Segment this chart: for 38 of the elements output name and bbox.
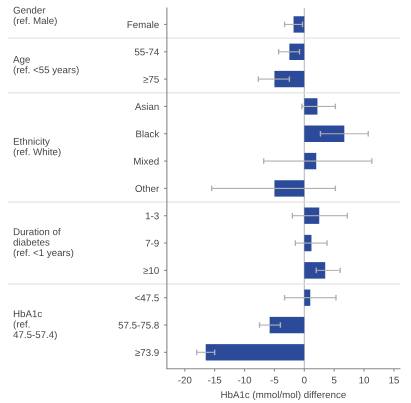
x-tick-label: 0 <box>302 376 307 384</box>
text: Duration of diabetes (ref. <1 years) <box>13 228 74 258</box>
y-tick-label: 1-3 <box>146 212 159 220</box>
text: HbA1c (ref. 47.5-57.4) <box>13 310 57 340</box>
text: Gender (ref. Male) <box>14 6 57 26</box>
bar <box>289 44 304 60</box>
x-tick-label: -20 <box>178 376 192 384</box>
y-tick-label: 57.5-75.8 <box>118 322 159 329</box>
bar <box>304 262 326 279</box>
bar <box>294 16 304 33</box>
y-tick-label: <47.5 <box>135 294 159 302</box>
y-tick-label: 55-74 <box>134 48 159 56</box>
bar <box>274 180 304 197</box>
y-tick-label: ≥75 <box>143 76 159 83</box>
bar <box>270 316 304 334</box>
bar <box>206 344 304 361</box>
x-tick-label: 5 <box>332 376 336 384</box>
bar <box>304 152 316 170</box>
bar <box>274 70 304 88</box>
y-tick-label: 7-9 <box>146 240 159 247</box>
y-tick-label: Female <box>128 20 159 28</box>
y-tick-label: ≥10 <box>143 267 159 274</box>
x-tick-label: 10 <box>359 376 370 384</box>
text: Ethnicity (ref. White) <box>14 138 61 158</box>
y-tick-label: Asian <box>134 102 159 110</box>
bar <box>304 126 344 142</box>
bar <box>304 98 318 115</box>
bar <box>304 290 310 306</box>
text: Age (ref. <55 years) <box>13 56 79 76</box>
y-tick-label: Black <box>136 130 160 138</box>
x-tick-label: 15 <box>389 376 399 384</box>
x-axis-title: HbA1c (mmol/mol) difference <box>221 391 346 400</box>
y-tick-label: ≥73.9 <box>135 349 159 356</box>
x-tick-label: -15 <box>208 376 222 384</box>
y-tick-label: Mixed <box>134 158 159 165</box>
y-tick-label: Other <box>135 184 160 192</box>
x-tick-label: -10 <box>238 376 252 384</box>
x-tick-label: -5 <box>270 376 278 384</box>
